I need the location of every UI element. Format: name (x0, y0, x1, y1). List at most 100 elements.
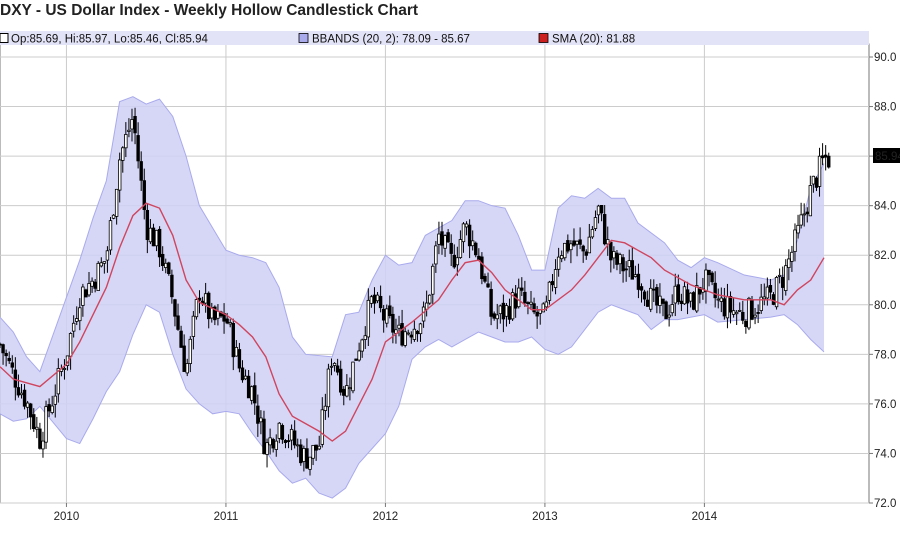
candle-body (550, 281, 555, 286)
candle-body (639, 286, 644, 291)
candle-body (817, 155, 822, 187)
candle-body (483, 275, 487, 282)
candle-body (685, 289, 690, 304)
candle-body (814, 177, 819, 188)
candle-body (415, 330, 420, 335)
candle-body (1, 344, 5, 354)
candle-body (615, 252, 619, 265)
candle-body (759, 296, 763, 311)
candle-body (572, 240, 576, 246)
candle-body (811, 175, 816, 185)
candle-body (517, 287, 521, 308)
candle-body (366, 299, 371, 338)
candle-body (388, 305, 392, 316)
x-tick-label: 2014 (692, 511, 718, 523)
bollinger-lower-line (0, 304, 825, 499)
legend-background (0, 31, 869, 45)
candle-body (624, 268, 628, 271)
candle-body (823, 154, 828, 158)
candle-body (213, 306, 217, 321)
candle-body (93, 281, 97, 289)
candle-body (556, 256, 561, 270)
candle-body (84, 289, 88, 298)
candle-body (68, 333, 73, 357)
candle-body (302, 448, 306, 462)
candle-body (538, 309, 542, 314)
candle-body (765, 286, 770, 299)
candle-body (234, 346, 239, 357)
candle-body (375, 294, 380, 302)
candle-body (477, 255, 481, 261)
candle-body (633, 274, 638, 277)
candle-body (311, 444, 315, 459)
chart-title: DXY - US Dollar Index - Weekly Hollow Ca… (0, 2, 419, 19)
candle-body (827, 155, 831, 168)
candle-body (10, 362, 14, 368)
candle-body (596, 205, 601, 216)
y-tick-label: 82.0 (874, 250, 896, 262)
candle-body (695, 285, 699, 312)
candle-body (449, 242, 453, 254)
candle-body (111, 214, 116, 219)
candle-body (707, 269, 711, 276)
x-tick-label: 2013 (532, 511, 558, 523)
y-tick-label: 78.0 (874, 349, 896, 361)
candle-body (612, 251, 616, 259)
candle-body (501, 302, 506, 320)
candle-body (738, 309, 742, 312)
candle-body (114, 188, 119, 217)
candle-body (529, 301, 533, 305)
candle-body (753, 314, 757, 318)
candle-body (771, 294, 776, 305)
candle-body (277, 422, 282, 439)
candle-body (563, 242, 567, 259)
candle-body (182, 345, 186, 372)
candle-body (332, 362, 337, 366)
candle-body (670, 304, 674, 314)
candle-body (725, 296, 730, 319)
candle-body (747, 297, 751, 329)
candle-body (734, 311, 739, 315)
candle-body (363, 335, 367, 340)
candle-body (710, 272, 714, 283)
candle-body (246, 375, 251, 399)
candle-body (544, 301, 549, 308)
candle-body (170, 274, 174, 298)
candle-body (41, 440, 45, 450)
candle-body (584, 251, 588, 256)
sma-legend-swatch (538, 33, 549, 43)
candle-body (124, 134, 128, 149)
candle-body (228, 322, 232, 325)
candle-body (787, 258, 791, 269)
candle-body (194, 299, 199, 318)
candle-body (108, 220, 113, 251)
legend-bar: Op:85.69, Hi:85.97, Lo:85.46, Cl:85.94 B… (0, 31, 869, 46)
y-tick-label: 72.0 (874, 498, 896, 510)
candle-body (618, 254, 622, 265)
candle-body (283, 440, 288, 443)
candle-body (486, 283, 490, 288)
candle-body (602, 214, 607, 245)
candle-body (32, 414, 36, 430)
x-axis-ticks: 2010 2011 2012 2013 2014 (54, 503, 718, 523)
candle-body (777, 274, 782, 277)
candle-body (728, 296, 733, 313)
candle-body (357, 350, 361, 361)
candle-body (256, 405, 260, 424)
candle-body (360, 339, 364, 352)
candle-body (553, 269, 558, 288)
candle-body (434, 245, 438, 265)
sma-legend-text: SMA (20): 81.88 (552, 34, 635, 46)
candle-body (713, 282, 717, 299)
bbands-legend-swatch (298, 33, 309, 43)
candle-body (431, 265, 435, 295)
candle-body (203, 293, 208, 304)
candle-body (118, 159, 122, 191)
y-axis-ticks: 72.074.076.078.080.082.084.086.088.090.0 (869, 52, 896, 510)
candle-body (756, 312, 760, 314)
bbands-legend-text: BBANDS (20, 2): 78.09 - 85.67 (312, 34, 470, 46)
candle-body (335, 365, 340, 373)
candle-body (750, 299, 754, 320)
candle-body (25, 402, 30, 408)
candle-body (774, 276, 779, 308)
